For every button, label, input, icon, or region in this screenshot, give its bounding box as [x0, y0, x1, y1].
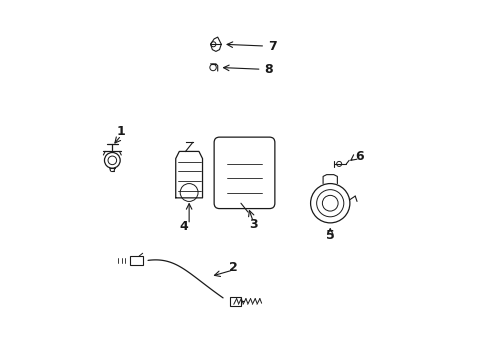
FancyBboxPatch shape	[214, 137, 274, 208]
Text: 6: 6	[354, 150, 363, 163]
Text: 5: 5	[325, 229, 334, 242]
Circle shape	[310, 184, 349, 223]
Text: 1: 1	[117, 125, 125, 138]
Text: 2: 2	[228, 261, 237, 274]
Bar	[230, 297, 241, 306]
Text: 4: 4	[179, 220, 188, 233]
Text: 3: 3	[248, 218, 257, 231]
Bar	[130, 256, 142, 265]
Text: 7: 7	[267, 40, 276, 53]
Text: 8: 8	[264, 63, 272, 76]
